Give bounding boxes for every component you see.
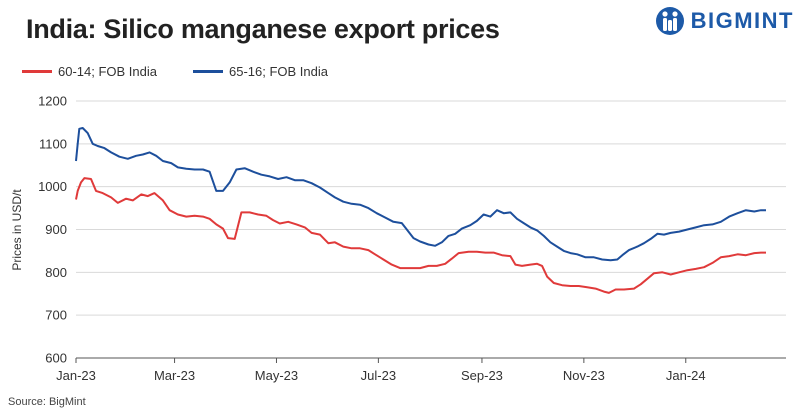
y-tick-label: 900	[45, 222, 67, 237]
y-axis-ticks: 600 700 800 900 1000 1100 1200	[38, 94, 67, 366]
y-tick-label: 800	[45, 265, 67, 280]
x-tick-label: Sep-23	[461, 368, 503, 383]
series-line-2	[75, 127, 766, 262]
x-tick-label: Jan-23	[56, 368, 96, 383]
x-tick-label: Jan-24	[666, 368, 706, 383]
x-axis-ticks: Jan-23 Mar-23 May-23 Jul-23 Sep-23 Nov-23 Jan-…	[56, 358, 706, 383]
legend-label-series-2: 65-16; FOB India	[229, 64, 328, 79]
y-tick-label: 1000	[38, 179, 67, 194]
legend: 60-14; FOB India 65-16; FOB India	[22, 64, 328, 79]
x-tick-label: May-23	[255, 368, 298, 383]
y-axis-label: Prices in USD/t	[10, 189, 24, 271]
series-line-1	[75, 177, 766, 294]
legend-swatch-series-2	[193, 70, 223, 73]
y-tick-label: 1100	[39, 136, 67, 151]
bigmint-logo: BIGMINT	[655, 6, 794, 36]
x-tick-label: Jul-23	[361, 368, 396, 383]
legend-item-series-2: 65-16; FOB India	[193, 64, 328, 79]
y-tick-label: 600	[45, 351, 67, 366]
y-tick-label: 700	[45, 308, 67, 323]
y-tick-label: 1200	[38, 94, 67, 109]
source-note: Source: BigMint	[8, 396, 86, 408]
bigmint-logo-text: BIGMINT	[690, 8, 794, 33]
bigmint-logo-icon	[655, 7, 684, 35]
legend-swatch-series-1	[22, 70, 52, 73]
grid-lines	[76, 100, 786, 359]
legend-label-series-1: 60-14; FOB India	[58, 64, 157, 79]
series-lines	[75, 127, 766, 294]
chart-title: India: Silico manganese export prices	[26, 14, 500, 44]
x-tick-label: Nov-23	[563, 368, 605, 383]
legend-item-series-1: 60-14; FOB India	[22, 64, 157, 79]
x-tick-label: Mar-23	[154, 368, 195, 383]
